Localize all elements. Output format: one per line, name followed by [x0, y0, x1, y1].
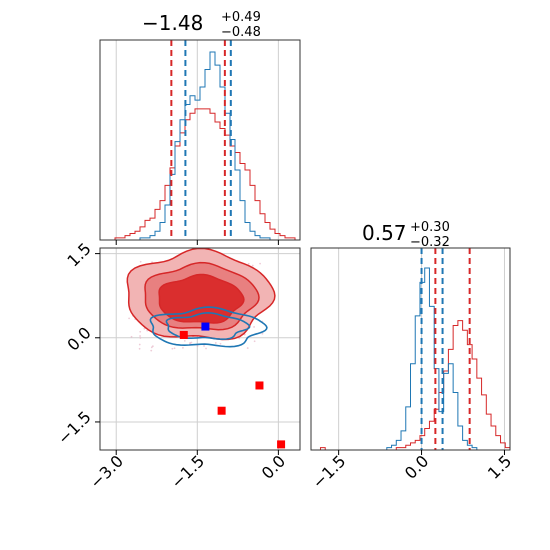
x-tick-label: 0.0 — [258, 451, 289, 482]
sample-point — [205, 347, 207, 350]
sample-point — [171, 347, 174, 350]
histogram-x-red-series — [100, 108, 300, 241]
x-tick-label: −3.0 — [86, 451, 127, 492]
sample-point — [251, 264, 254, 267]
contour-red-inner — [158, 273, 245, 324]
sample-point — [138, 343, 141, 346]
histogram-y-panel: −1.5 0.0 1.5 — [309, 247, 515, 492]
title-y-param: 0.57 +0.30 −0.32 — [362, 220, 450, 250]
marker-square — [217, 406, 226, 415]
title-x-value: −1.48 — [142, 11, 203, 35]
sample-point — [259, 262, 261, 265]
sample-point — [139, 337, 142, 339]
sample-point — [139, 260, 142, 263]
sample-point — [246, 347, 249, 349]
title-y-minus: −0.32 — [410, 235, 450, 250]
sample-point — [182, 346, 184, 349]
y-tick-label: 1.5 — [63, 239, 94, 270]
histogram-y-frame — [310, 247, 511, 451]
x-tick-label: −1.5 — [167, 451, 208, 492]
sample-point — [151, 345, 154, 348]
sample-point — [128, 317, 130, 320]
histogram-x-frame — [99, 39, 301, 241]
sample-point — [243, 333, 246, 336]
title-x-minus: −0.48 — [221, 25, 261, 40]
sample-point — [219, 342, 222, 345]
contour-blue-inner — [165, 311, 251, 341]
contour-blue-outer — [149, 306, 268, 348]
sample-point — [253, 326, 255, 328]
sample-point — [130, 335, 133, 338]
sample-point — [138, 347, 141, 350]
title-y-plus: +0.30 — [410, 220, 450, 235]
sample-point — [214, 342, 217, 344]
sample-point — [253, 340, 256, 343]
y-hist-tick-label: −1.5 — [309, 451, 350, 492]
title-y-value: 0.57 — [362, 221, 407, 245]
sample-point — [139, 335, 141, 337]
sample-point — [150, 349, 153, 352]
histogram-x-panel — [99, 39, 301, 245]
title-x-param: −1.48 +0.49 −0.48 — [142, 10, 261, 40]
title-x-plus: +0.49 — [221, 10, 261, 25]
histogram-x-blue-series — [100, 51, 300, 241]
marker-square — [201, 322, 210, 331]
marker-square — [277, 440, 286, 449]
histogram-y-blue-series — [311, 267, 510, 451]
marker-square — [255, 381, 264, 390]
y-hist-tick-label: 1.5 — [484, 451, 515, 482]
sample-point — [238, 337, 241, 340]
sample-point — [139, 330, 142, 333]
sample-point — [261, 332, 264, 335]
joint-density-panel: −3.0 −1.5 0.0−1.50.01.5 — [54, 239, 301, 492]
sample-point — [183, 339, 186, 342]
joint-panel-frame — [99, 247, 301, 451]
sample-point — [150, 346, 153, 349]
y-tick-label: 0.0 — [63, 323, 94, 354]
marker-square — [179, 330, 188, 339]
sample-point — [173, 347, 176, 350]
sample-point — [247, 262, 250, 265]
sample-point — [196, 345, 199, 347]
sample-point — [203, 345, 205, 347]
y-hist-tick-label: 0.0 — [401, 451, 432, 482]
sample-point — [143, 327, 146, 330]
sample-point — [189, 342, 192, 344]
y-tick-label: −1.5 — [54, 407, 95, 448]
